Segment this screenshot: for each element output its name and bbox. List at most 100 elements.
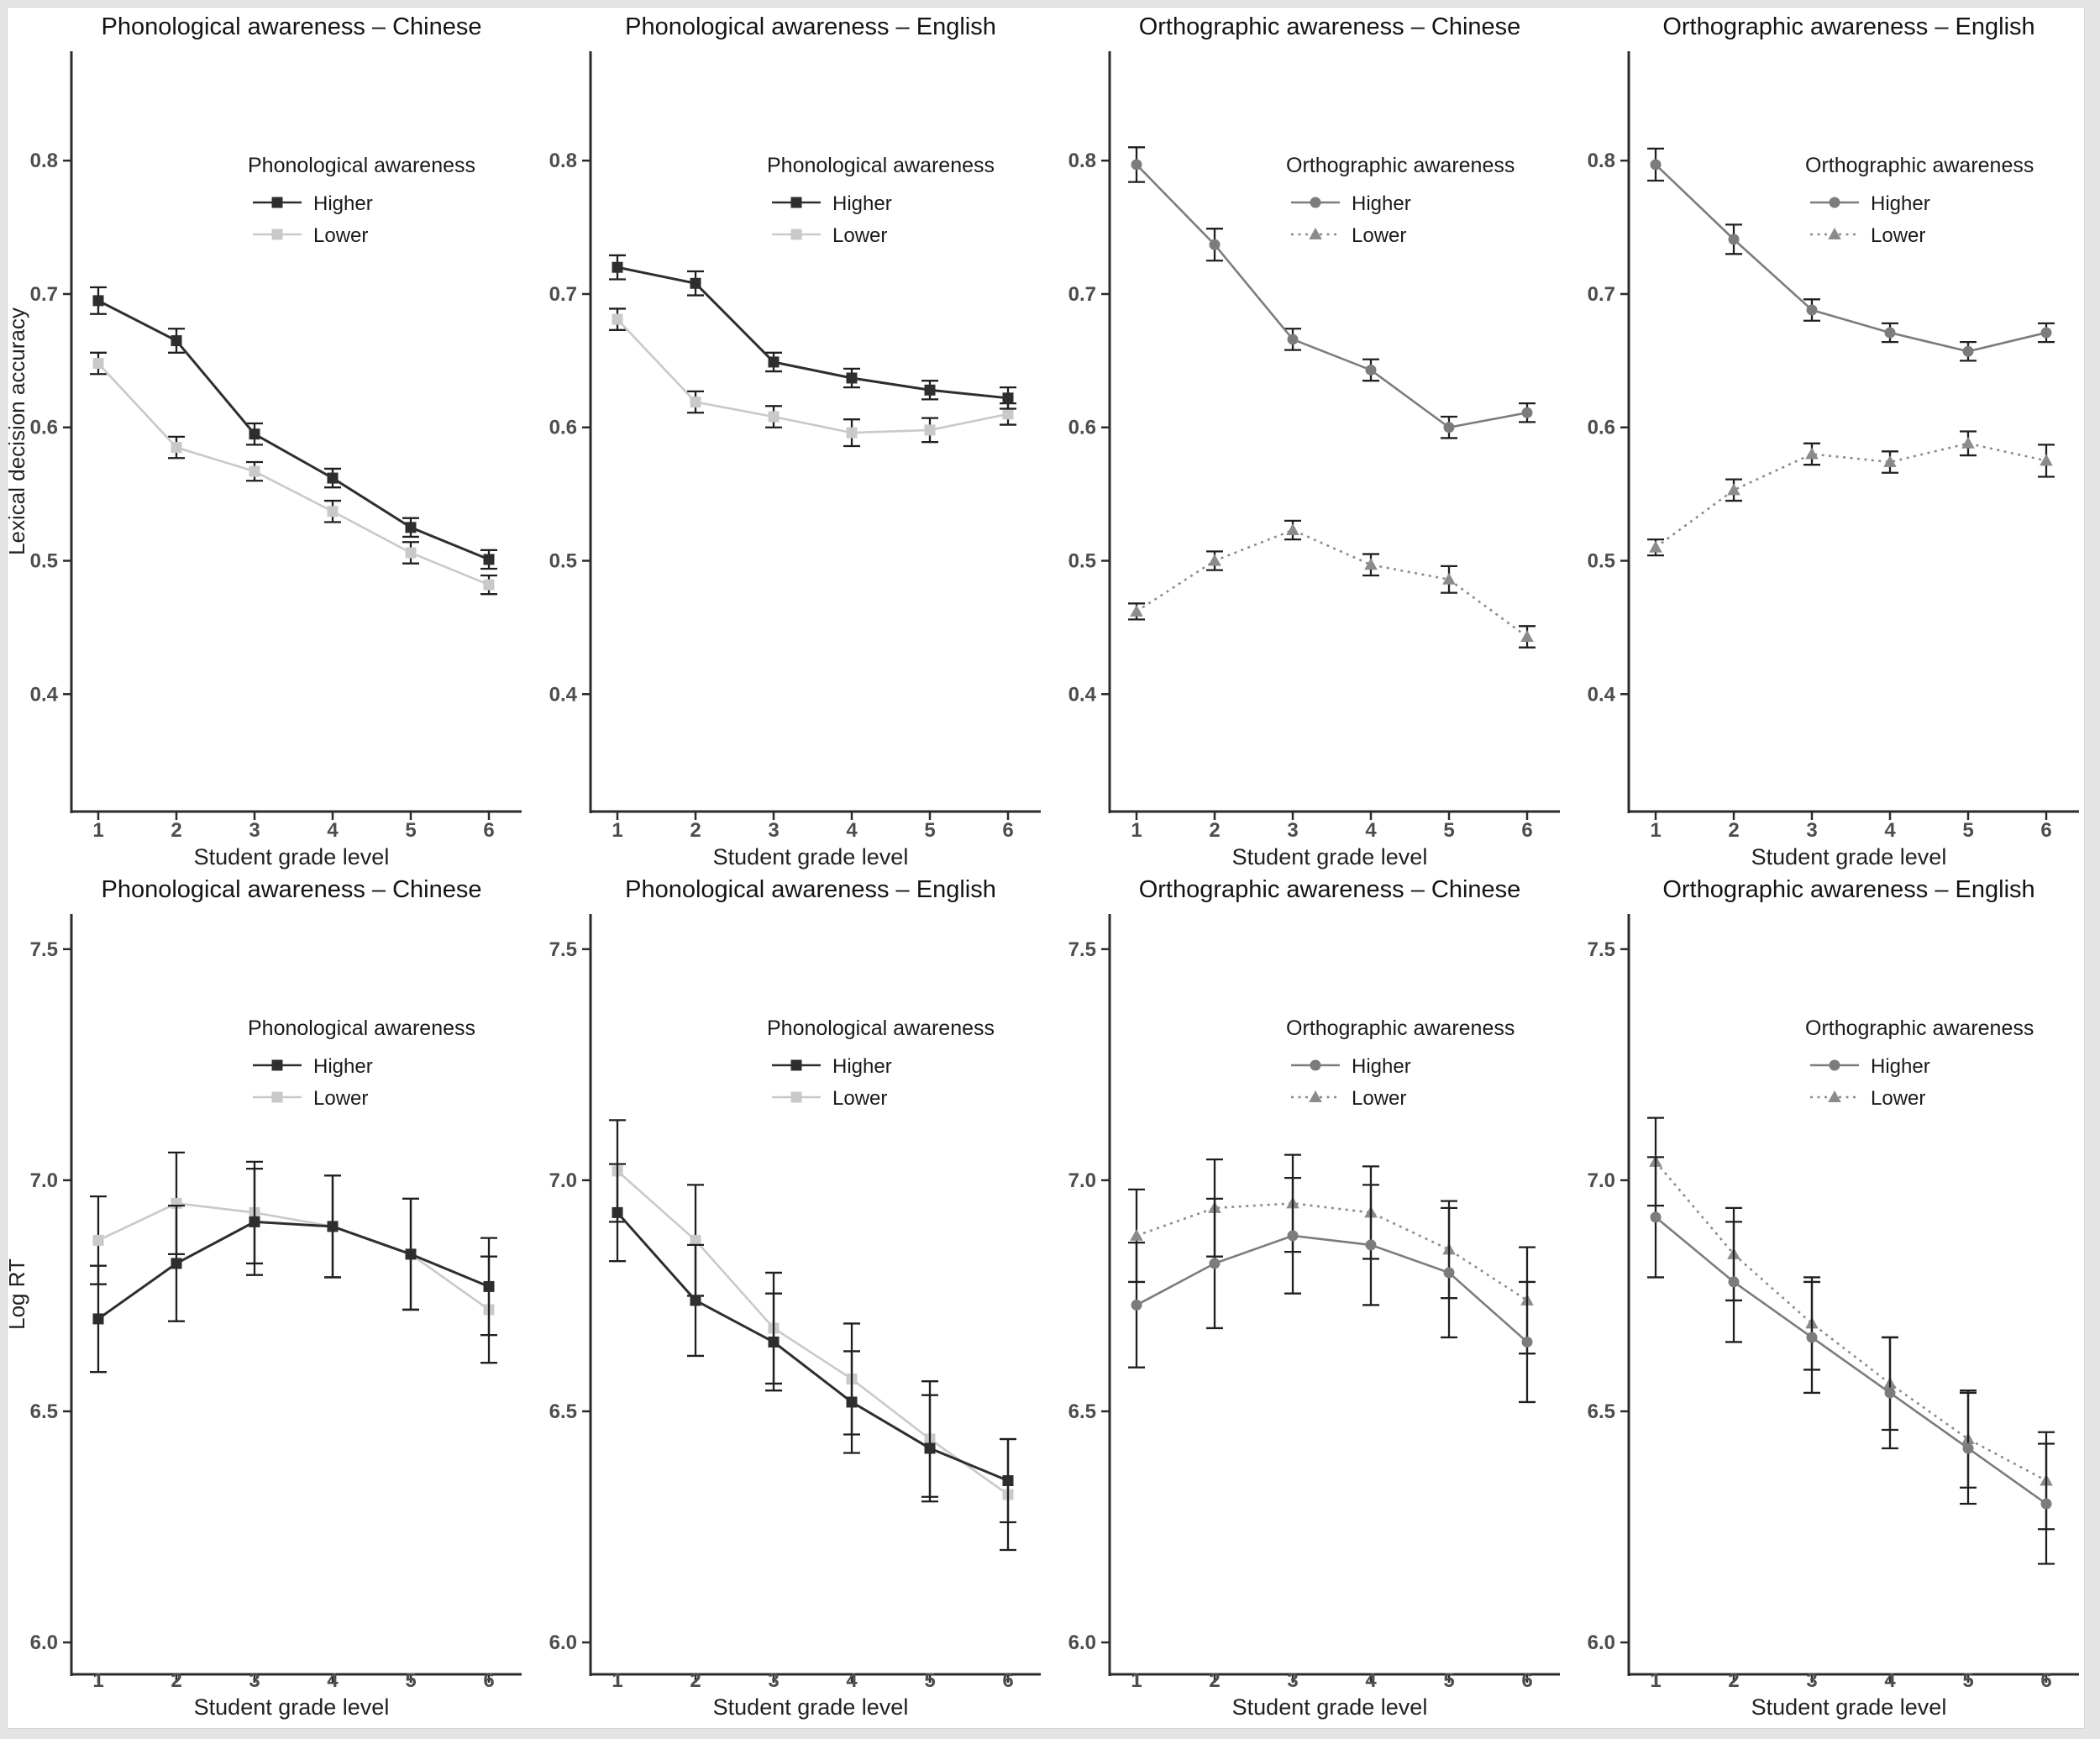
chart-plot: Orthographic awareness – Chinese 7.5 7.0 6.… <box>1068 876 1560 1720</box>
x-tick-label: 2 <box>1209 819 1220 842</box>
x-axis-label: Student grade level <box>1232 844 1428 870</box>
marker-square-icon <box>171 1258 182 1269</box>
marker-circle-icon <box>1806 1332 1818 1343</box>
legend: Orthographic awareness Higher Lower <box>1286 1017 1515 1110</box>
series-lower <box>609 1119 1016 1552</box>
series-higher <box>1647 147 2055 362</box>
series-higher <box>1128 1176 1536 1404</box>
y-axis-label: Log RT <box>8 1258 29 1330</box>
legend-marker-triangle-icon <box>1828 228 1841 239</box>
y-tick-label: 0.7 <box>549 283 577 306</box>
x-axis: 1 2 3 4 5 6 <box>70 1669 522 1692</box>
marker-circle-icon <box>1443 1267 1455 1279</box>
panel-title: Phonological awareness – Chinese <box>101 876 481 903</box>
marker-triangle-icon <box>2040 454 2053 466</box>
error-bars <box>90 1167 497 1374</box>
legend-item-higher: Higher <box>1810 1055 1930 1078</box>
x-tick-label: 5 <box>1962 819 1973 842</box>
y-tick-label: 0.8 <box>1068 150 1096 172</box>
y-axis: 7.5 7.0 6.5 6.0 <box>549 914 592 1676</box>
error-bars <box>1128 519 1536 649</box>
x-tick-label: 6 <box>2040 819 2051 842</box>
x-tick-label: 4 <box>1365 819 1377 842</box>
x-tick-label: 1 <box>612 1669 622 1692</box>
marker-circle-icon <box>1209 239 1221 250</box>
x-axis: 1 2 3 4 5 6 <box>1108 810 1560 842</box>
y-tick-label: 7.5 <box>1588 938 1615 961</box>
x-tick-label: 6 <box>1002 819 1013 842</box>
legend-item-higher: Higher <box>772 1055 892 1078</box>
marker-circle-icon <box>2040 327 2052 339</box>
y-axis: 7.5 7.0 6.5 6.0 <box>1068 914 1111 1676</box>
legend-item-higher: Higher <box>772 192 892 215</box>
series-line-lower <box>1655 1161 2047 1482</box>
legend-marker-square-icon <box>790 229 802 240</box>
panel-title: Orthographic awareness – Chinese <box>1139 13 1521 40</box>
x-tick-label: 4 <box>1884 819 1896 842</box>
x-axis: 1 2 3 4 5 6 <box>589 810 1041 842</box>
series-line-lower <box>617 318 1009 434</box>
y-axis: 0.8 0.7 0.6 0.5 0.4 <box>1068 51 1111 813</box>
marker-circle-icon <box>1521 1336 1533 1348</box>
y-tick-label: 0.6 <box>30 417 58 439</box>
y-tick-label: 0.4 <box>549 683 578 706</box>
x-axis: 1 2 3 4 5 6 <box>589 1669 1041 1692</box>
legend-marker-circle-icon <box>1829 1059 1840 1071</box>
series-lower <box>1647 430 2055 557</box>
marker-square-icon <box>690 277 701 289</box>
x-axis-label: Student grade level <box>1751 844 1947 870</box>
legend-item-label: Lower <box>1352 1087 1406 1110</box>
x-tick-label: 4 <box>1884 1669 1896 1692</box>
y-tick-label: 6.5 <box>1068 1400 1096 1423</box>
chart-panel: Orthographic awareness – English 0.8 0.7 0.… <box>1565 8 2084 870</box>
legend: Orthographic awareness Higher Lower <box>1286 154 1515 247</box>
x-axis: 1 2 3 4 5 6 <box>70 810 522 842</box>
legend-item-lower: Lower <box>1810 1087 1925 1110</box>
y-tick-label: 6.5 <box>30 1400 58 1423</box>
legend-item-label: Higher <box>832 192 892 215</box>
legend-marker-square-icon <box>271 197 283 208</box>
legend-item-lower: Lower <box>1291 224 1406 247</box>
legend-marker-triangle-icon <box>1309 1090 1322 1102</box>
x-axis: 1 2 3 4 5 6 <box>1108 1669 1560 1692</box>
error-bars <box>609 1119 1016 1552</box>
series-line-higher <box>617 265 1009 400</box>
chart-plot: Phonological awareness – Chinese0.80.70.… <box>8 13 522 870</box>
x-axis-label: Student grade level <box>1232 1694 1428 1720</box>
error-bars <box>1128 146 1536 439</box>
x-tick-label: 6 <box>483 819 494 842</box>
legend-item-label: Higher <box>1352 192 1411 215</box>
x-tick-label: 1 <box>92 1669 103 1692</box>
marker-triangle-icon <box>1520 630 1534 643</box>
legend-item-label: Higher <box>832 1055 892 1078</box>
x-axis-label: Student grade level <box>713 844 909 870</box>
legend-title: Phonological awareness <box>248 154 475 177</box>
x-tick-label: 5 <box>1443 819 1454 842</box>
series-line-higher <box>1136 1234 1528 1343</box>
y-axis: 0.8 0.7 0.6 0.5 0.4 <box>1588 51 1630 813</box>
x-axis-label: Student grade level <box>194 844 390 870</box>
legend-item-label: Lower <box>1871 1087 1925 1110</box>
x-tick-label: 5 <box>924 819 935 842</box>
error-bars <box>1647 1156 2055 1565</box>
legend-marker-square-icon <box>790 197 802 208</box>
legend: Phonological awareness Higher Lower <box>767 1017 995 1110</box>
chart-panel: Orthographic awareness – English 7.5 7.0 6.… <box>1565 870 2084 1733</box>
x-tick-label: 1 <box>1131 819 1142 842</box>
legend: Phonological awareness Higher Lower <box>248 154 475 247</box>
legend: Orthographic awareness Higher Lower <box>1805 1017 2034 1110</box>
marker-triangle-icon <box>1961 436 1975 449</box>
y-tick-label: 0.5 <box>1588 550 1615 573</box>
series-higher <box>1128 146 1536 439</box>
x-tick-label: 5 <box>1443 1669 1454 1692</box>
marker-triangle-icon <box>1130 1228 1143 1241</box>
series-line-lower <box>97 1202 490 1311</box>
marker-circle-icon <box>1806 304 1818 316</box>
marker-square-icon <box>612 261 623 273</box>
y-tick-label: 0.4 <box>30 683 59 706</box>
x-tick-label: 6 <box>483 1669 494 1692</box>
marker-square-icon <box>924 424 936 436</box>
marker-square-icon <box>612 1206 623 1218</box>
y-axis: 0.8 0.7 0.6 0.5 0.4 <box>549 51 592 813</box>
x-axis-label: Student grade level <box>194 1694 390 1720</box>
